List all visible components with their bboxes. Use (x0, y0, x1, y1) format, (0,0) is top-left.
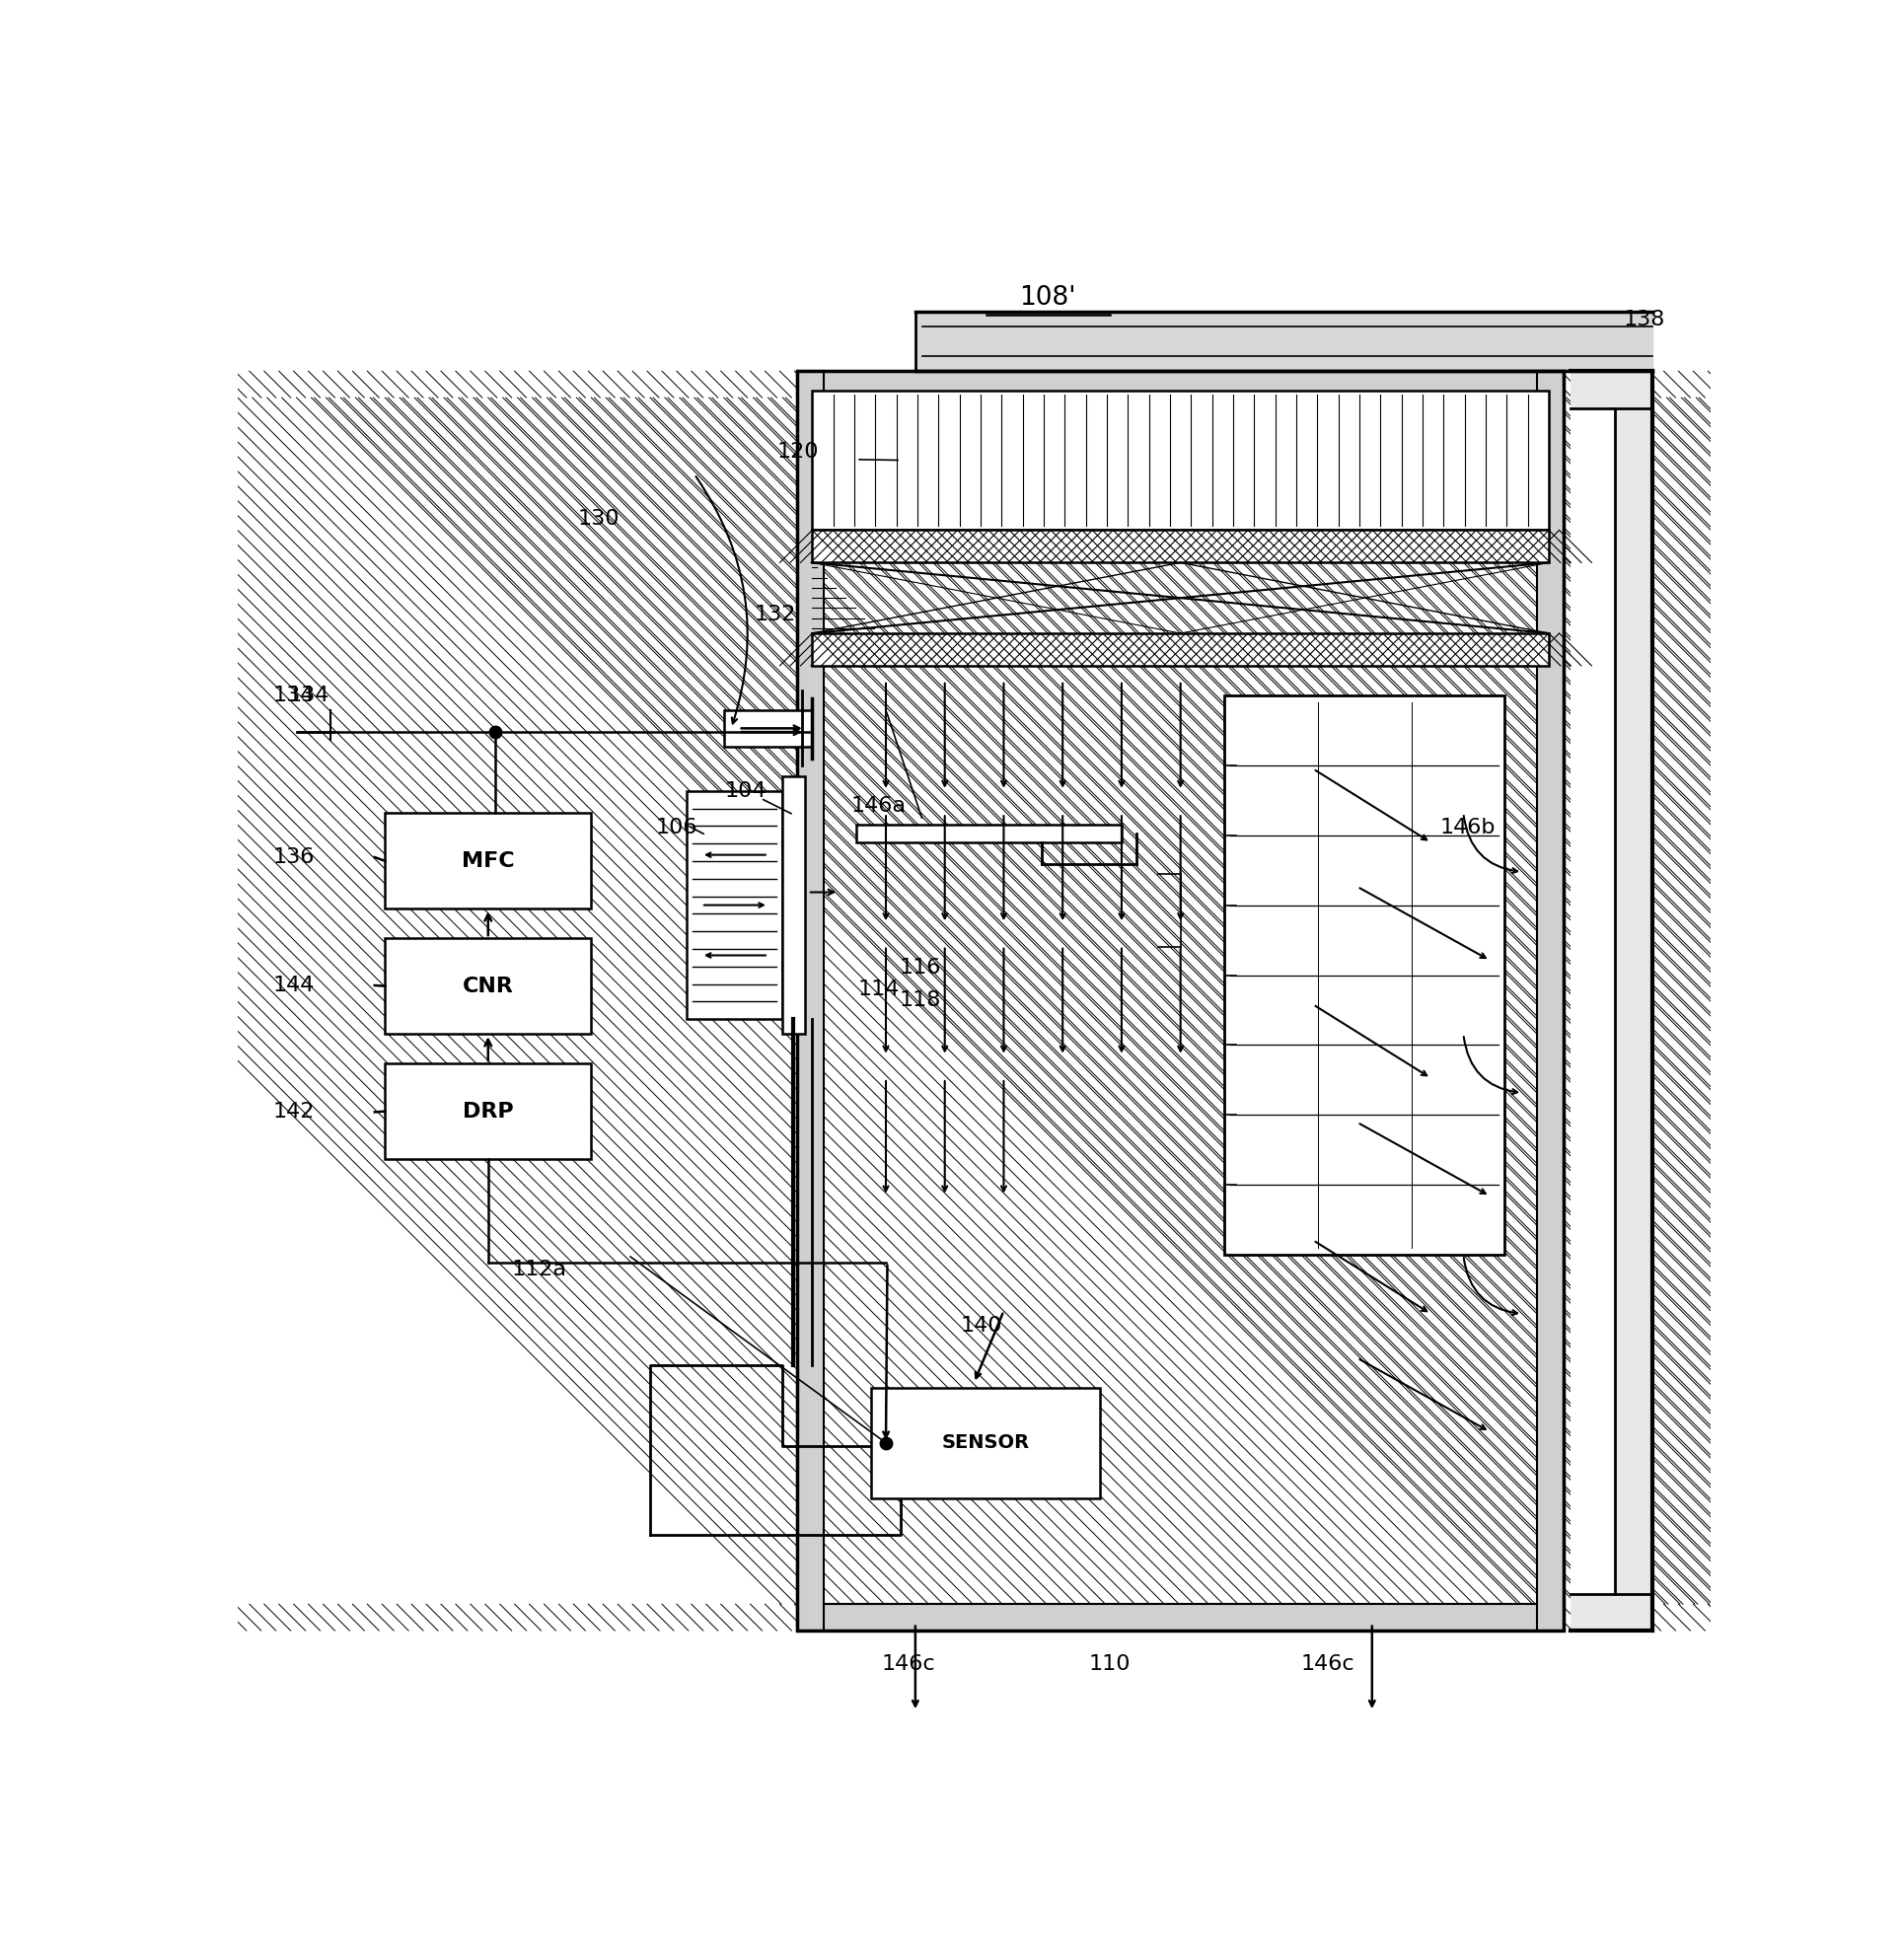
Text: 142: 142 (272, 1102, 314, 1121)
Text: 120: 120 (776, 443, 819, 463)
Bar (855, 825, 1122, 843)
Bar (812, 633, 1549, 666)
Bar (783, 776, 804, 1035)
Bar (798, 398, 823, 1603)
Bar (871, 1388, 1099, 1497)
Bar (724, 710, 812, 747)
Text: 110: 110 (1089, 1654, 1131, 1674)
Text: 132: 132 (755, 604, 797, 623)
Text: 112a: 112a (511, 1260, 566, 1280)
Text: 138: 138 (1623, 310, 1665, 329)
Bar (1570, 370, 1652, 1631)
Text: SENSOR: SENSOR (941, 1433, 1028, 1452)
Text: 134: 134 (287, 686, 329, 706)
Text: 106: 106 (656, 817, 698, 837)
Text: MFC: MFC (462, 851, 515, 870)
Text: 146a: 146a (852, 796, 907, 815)
Text: 136: 136 (272, 847, 314, 866)
Bar (384, 939, 591, 1035)
Text: 146c: 146c (880, 1654, 935, 1674)
Text: 104: 104 (724, 782, 766, 802)
Bar (823, 370, 1538, 398)
Bar (798, 1603, 1563, 1631)
Bar (1224, 696, 1506, 1254)
Text: 140: 140 (960, 1315, 1002, 1335)
Bar (686, 792, 783, 1019)
Bar (798, 370, 1563, 398)
Bar (384, 1064, 591, 1158)
Bar (823, 1603, 1538, 1631)
Text: 146b: 146b (1439, 817, 1496, 837)
Text: DRP: DRP (462, 1102, 513, 1121)
Text: 116: 116 (899, 958, 941, 978)
Bar (1538, 370, 1563, 1631)
Text: 134: 134 (272, 686, 314, 706)
Text: 146c: 146c (1300, 1654, 1355, 1674)
Text: 118: 118 (899, 990, 941, 1009)
Text: CNR: CNR (462, 976, 513, 996)
Bar (1538, 398, 1563, 1603)
Text: 108': 108' (1019, 284, 1076, 310)
Bar (812, 390, 1549, 531)
Bar (798, 370, 1563, 1631)
Bar (798, 370, 823, 1631)
Bar (1570, 408, 1616, 1593)
Text: 114: 114 (857, 980, 899, 1000)
Text: 130: 130 (578, 508, 620, 529)
Bar (384, 813, 591, 909)
Text: 144: 144 (272, 976, 314, 996)
Bar (812, 531, 1549, 563)
